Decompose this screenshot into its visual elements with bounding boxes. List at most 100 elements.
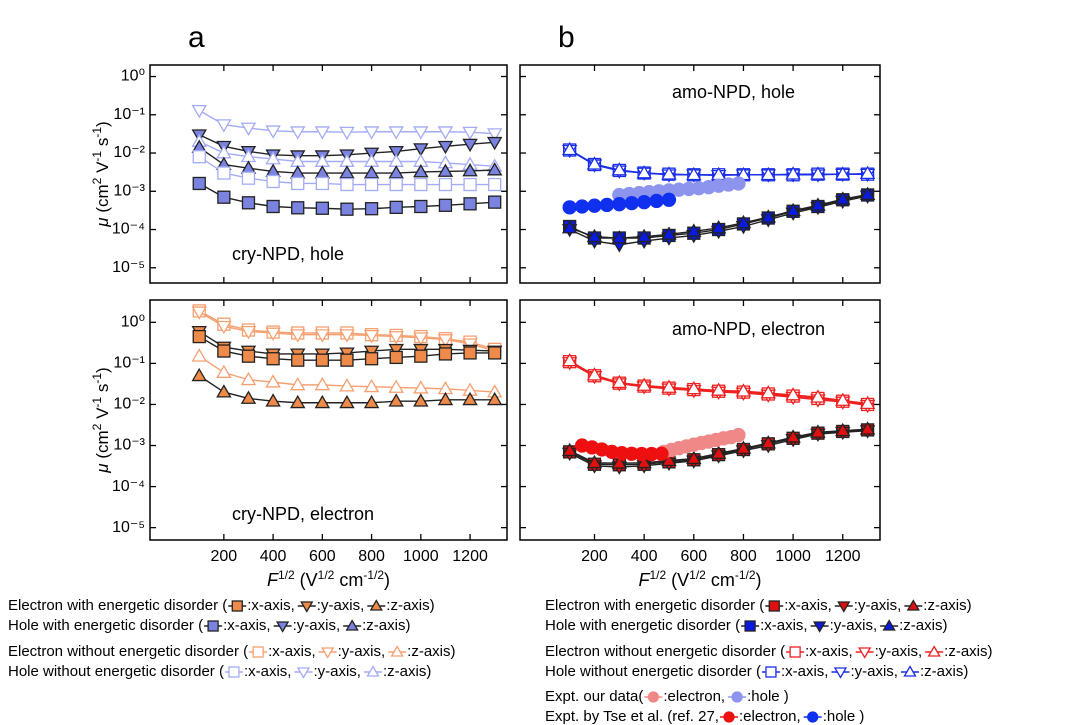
marker: [586, 454, 603, 469]
y-axis-label-part: μ: [93, 217, 112, 228]
marker: [611, 455, 628, 469]
marker: [217, 166, 231, 180]
legend-label: Hole with energetic disorder (: [545, 617, 740, 634]
marker: [388, 153, 404, 167]
marker: [636, 165, 652, 179]
marker: [462, 163, 478, 177]
marker: [252, 646, 264, 658]
marker: [735, 440, 752, 454]
annotation: cry-NPD, electron: [232, 504, 374, 524]
marker: [388, 145, 404, 160]
marker: [217, 190, 231, 204]
legend-label: Hole without energetic disorder (: [545, 663, 761, 680]
marker: [486, 162, 503, 176]
marker: [710, 220, 727, 234]
marker: [462, 391, 478, 406]
legend-entry: :x-axis,: [268, 643, 316, 660]
y-tick-label: 10⁻⁵: [112, 519, 145, 536]
y-tick-label: 10⁰: [121, 68, 145, 85]
legend-entry: :x-axis,: [781, 663, 829, 680]
marker: [191, 306, 207, 320]
marker: [300, 601, 314, 613]
marker: [636, 194, 652, 210]
legend-label: Electron with energetic disorder (: [8, 597, 227, 614]
x-axis-label-part: -1/2: [735, 568, 756, 582]
marker: [363, 378, 380, 393]
marker: [192, 150, 206, 164]
plot-frame: [149, 64, 508, 284]
marker: [661, 452, 677, 467]
marker: [266, 174, 280, 189]
marker: [760, 166, 777, 181]
marker: [760, 385, 777, 399]
marker: [760, 435, 777, 449]
marker: [462, 338, 478, 352]
marker: [275, 621, 290, 633]
marker: [339, 126, 355, 141]
marker: [765, 666, 777, 678]
legend-entry: :y-axis,: [850, 663, 898, 680]
marker: [314, 165, 331, 179]
marker: [859, 186, 876, 201]
marker: [463, 346, 477, 360]
x-axis-label-part: 1/2: [689, 568, 706, 582]
x-tick-label: 600: [680, 548, 707, 565]
x-axis-label-part: 1/2: [278, 568, 295, 582]
y-axis-label-part: -1: [90, 151, 104, 162]
y-axis-label-part: V: [93, 161, 112, 178]
legend-label: Electron without energetic disorder (: [545, 643, 785, 660]
legend: Electron with energetic disorder (:x-axi…: [545, 597, 993, 725]
marker: [265, 327, 281, 341]
marker: [315, 201, 329, 215]
marker: [488, 346, 502, 360]
marker: [835, 166, 851, 180]
marker: [345, 619, 359, 631]
marker: [835, 392, 851, 406]
marker: [810, 166, 826, 180]
marker: [413, 143, 429, 157]
marker: [265, 374, 281, 388]
plot-frame: [149, 299, 508, 541]
legend-label: Hole with energetic disorder (: [8, 617, 203, 634]
x-tick-label: 400: [631, 548, 658, 565]
marker: [661, 226, 677, 240]
marker: [340, 202, 354, 216]
marker: [216, 364, 232, 378]
marker: [240, 371, 257, 386]
marker: [807, 711, 819, 723]
legend-entry: :z-axis): [383, 663, 431, 680]
legend-entry: :y-axis,: [830, 617, 878, 634]
legend-entry: :z-axis): [362, 617, 410, 634]
marker: [216, 119, 232, 133]
marker: [903, 665, 917, 677]
marker: [414, 349, 428, 363]
y-axis-label: μ (cm2 V-1 s-1): [90, 367, 112, 473]
legend-entry: :x-axis,: [247, 597, 295, 614]
marker: [561, 353, 578, 367]
y-tick-label: 10⁻⁵: [112, 259, 145, 276]
legend-entry: :hole ): [823, 708, 865, 725]
marker: [710, 445, 727, 459]
marker: [266, 199, 280, 214]
marker: [413, 393, 429, 407]
marker: [339, 394, 355, 409]
marker: [785, 202, 801, 217]
x-axis-label-part: cm: [706, 570, 735, 590]
legend-entry: :z-axis): [407, 643, 455, 660]
marker: [289, 376, 306, 391]
marker: [859, 165, 876, 180]
y-axis-label-part: 2: [90, 177, 104, 184]
legend-label: Hole without energetic disorder (: [8, 663, 224, 680]
marker: [315, 353, 329, 367]
panel: 10⁻⁵ 10⁻⁴ 10⁻³ 10⁻² 10⁻¹ 10⁰ 200 400 600 800 1000 1…: [90, 299, 508, 590]
marker: [438, 198, 453, 212]
marker: [488, 177, 502, 192]
marker: [686, 380, 702, 395]
marker: [413, 164, 429, 178]
marker: [265, 125, 281, 139]
marker: [731, 427, 746, 443]
marker: [810, 389, 826, 403]
x-tick-label: 800: [358, 548, 385, 565]
marker: [192, 329, 206, 344]
